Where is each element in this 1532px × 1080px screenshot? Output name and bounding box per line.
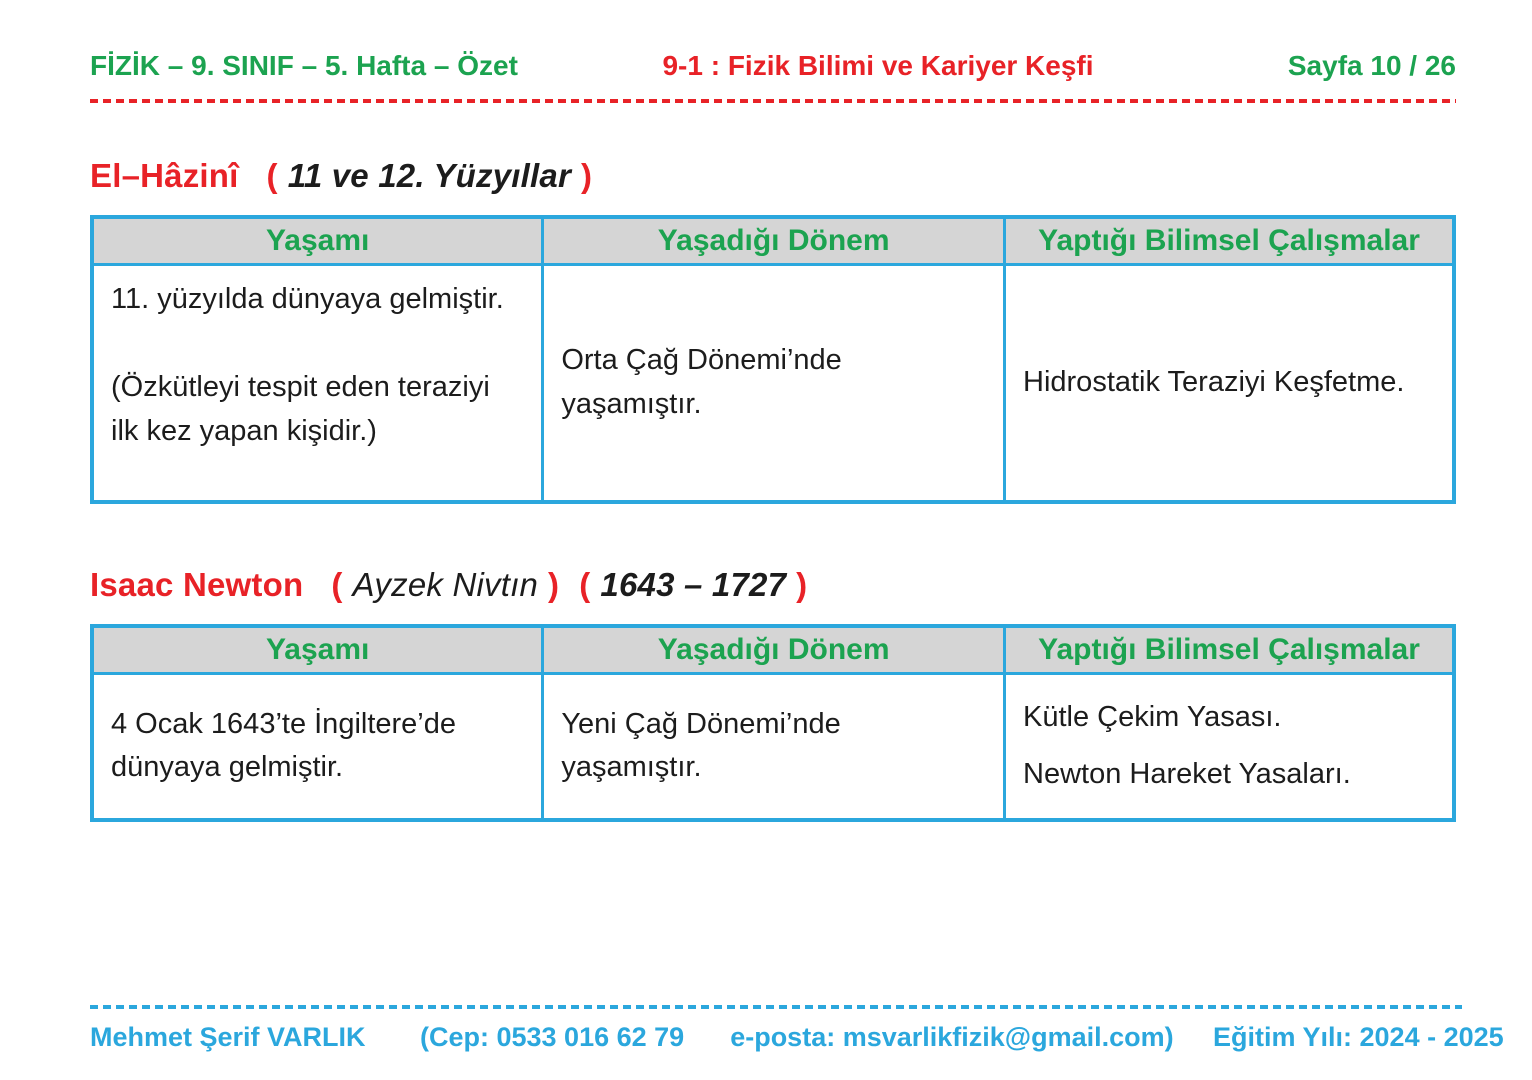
column-header-era: Yaşadığı Dönem <box>541 624 1007 675</box>
column-header-era: Yaşadığı Dönem <box>541 215 1007 266</box>
cell-era: Orta Çağ Dönemi’nde yaşamıştır. <box>541 262 1007 504</box>
column-header-life: Yaşamı <box>90 624 545 675</box>
footer-email: e-posta: msvarlikfizik@gmail.com) <box>730 1022 1174 1052</box>
close-paren: ) <box>581 157 593 194</box>
scientist-period: 11 ve 12. Yüzyıllar <box>287 157 571 194</box>
column-header-works: Yaptığı Bilimsel Çalışmalar <box>1003 215 1456 266</box>
cell-life: 4 Ocak 1643’te İngiltere’de dünyaya gelm… <box>90 671 545 822</box>
open-paren: ( <box>266 157 278 194</box>
scientist-name: El–Hâzinî <box>90 157 239 194</box>
footer-contact: (Cep: 0533 016 62 79 e-posta: msvarlikfi… <box>420 1022 1174 1053</box>
footer-phone: (Cep: 0533 016 62 79 <box>420 1022 685 1052</box>
page-header: FİZİK – 9. SINIF – 5. Hafta – Özet 9-1 :… <box>90 0 1456 82</box>
document-page: FİZİK – 9. SINIF – 5. Hafta – Özet 9-1 :… <box>90 0 1456 822</box>
close-paren: ) <box>548 566 560 603</box>
column-header-works: Yaptığı Bilimsel Çalışmalar <box>1003 624 1456 675</box>
cell-paragraph: Yeni Çağ Dönemi’nde yaşamıştır. <box>561 707 841 784</box>
isaac-newton-table: Yaşamı Yaşadığı Dönem Yaptığı Bilimsel Ç… <box>90 624 1456 822</box>
cell-paragraph: Kütle Çekim Yasası. <box>1023 701 1282 734</box>
footer-education-year: Eğitim Yılı: 2024 - 2025 <box>1213 1022 1504 1052</box>
period-paren-group: (11 ve 12. Yüzyıllar) <box>267 157 593 194</box>
footer-divider-dashed-line <box>90 1005 1462 1009</box>
table-header-row: Yaşamı Yaşadığı Dönem Yaptığı Bilimsel Ç… <box>90 624 1456 675</box>
table-row: 4 Ocak 1643’te İngiltere’de dünyaya gelm… <box>90 671 1456 822</box>
header-divider-dashed-line <box>90 99 1456 103</box>
cell-paragraph: 4 Ocak 1643’te İngiltere’de dünyaya gelm… <box>111 707 456 784</box>
table-row: 11. yüzyılda dünyaya gelmiştir. (Özkütle… <box>90 262 1456 504</box>
cell-paragraph: 11. yüzyılda dünyaya gelmiştir. <box>111 282 504 315</box>
cell-paragraph: (Özkütleyi tespit eden teraziyi ilk kez … <box>111 371 490 447</box>
cell-works: Kütle Çekim Yasası. Newton Hareket Yasal… <box>1003 671 1456 822</box>
close-paren: ) <box>796 566 808 603</box>
cell-paragraph: Hidrostatik Teraziyi Keşfetme. <box>1023 366 1405 398</box>
cell-life: 11. yüzyılda dünyaya gelmiştir. (Özkütle… <box>90 262 545 504</box>
el-hazini-table: Yaşamı Yaşadığı Dönem Yaptığı Bilimsel Ç… <box>90 215 1456 504</box>
scientist-pronunciation: Ayzek Nivtın <box>352 566 539 603</box>
column-header-life: Yaşamı <box>90 215 545 266</box>
header-page-number: Sayfa 10 / 26 <box>1287 50 1456 81</box>
open-paren: ( <box>579 566 591 603</box>
open-paren: ( <box>331 566 343 603</box>
section-title-el-hazini: El–Hâzinî (11 ve 12. Yüzyıllar) <box>90 157 1456 195</box>
cell-works: Hidrostatik Teraziyi Keşfetme. <box>1003 262 1456 504</box>
page-footer: Mehmet Şerif VARLIK (Cep: 0533 016 62 79… <box>90 1005 1504 1080</box>
pronunciation-paren-group: (Ayzek Nivtın) <box>331 566 559 603</box>
table-header-row: Yaşamı Yaşadığı Dönem Yaptığı Bilimsel Ç… <box>90 215 1456 266</box>
cell-paragraph: Newton Hareket Yasaları. <box>1023 757 1351 790</box>
header-unit-title: 9-1 : Fizik Bilimi ve Kariyer Keşfi <box>662 50 1094 81</box>
scientist-name: Isaac Newton <box>90 566 304 603</box>
section-isaac-newton: Isaac Newton(Ayzek Nivtın)(1643 – 1727) … <box>90 566 1456 822</box>
cell-paragraph: Orta Çağ Dönemi’nde yaşamıştır. <box>561 344 842 420</box>
scientist-years: 1643 – 1727 <box>600 566 787 603</box>
header-course-title: FİZİK – 9. SINIF – 5. Hafta – Özet <box>90 50 518 81</box>
years-paren-group: (1643 – 1727) <box>579 566 807 603</box>
section-el-hazini: El–Hâzinî (11 ve 12. Yüzyıllar) Yaşamı Ya… <box>90 157 1456 504</box>
cell-era: Yeni Çağ Dönemi’nde yaşamıştır. <box>541 671 1007 822</box>
section-title-isaac-newton: Isaac Newton(Ayzek Nivtın)(1643 – 1727) <box>90 566 1456 604</box>
footer-author-name: Mehmet Şerif VARLIK <box>90 1022 366 1052</box>
footer-info-row: Mehmet Şerif VARLIK (Cep: 0533 016 62 79… <box>90 1022 1504 1053</box>
